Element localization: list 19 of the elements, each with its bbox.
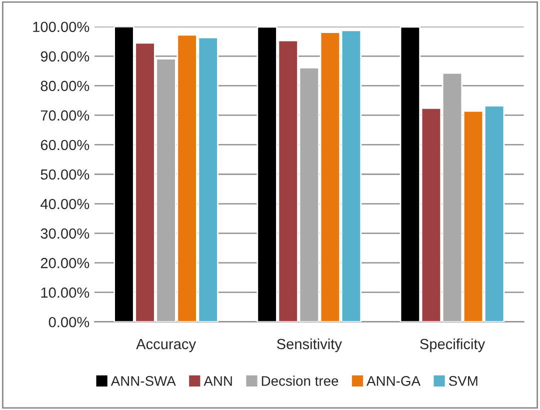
y-tick-label: 70.00% bbox=[40, 110, 90, 121]
legend-label: Decsion tree bbox=[262, 376, 338, 386]
x-tick-label: Accuracy bbox=[136, 339, 196, 352]
x-tick-label: Sensitivity bbox=[276, 338, 342, 352]
x-tick-label: Specificity bbox=[420, 338, 486, 352]
y-tick-label: 100.00% bbox=[33, 22, 90, 32]
y-tick-label: 80.00% bbox=[40, 80, 90, 92]
legend-label: SVM bbox=[448, 376, 478, 386]
y-tick-label: 50.00% bbox=[40, 169, 90, 180]
y-tick-label: 60.00% bbox=[40, 140, 90, 150]
y-tick-label: 10.00% bbox=[41, 287, 90, 298]
y-tick-label: 90.00% bbox=[40, 51, 90, 62]
y-tick-label: 0.00% bbox=[48, 316, 90, 328]
legend-label: ANN-SWA bbox=[110, 376, 176, 386]
legend-label: ANN bbox=[204, 376, 232, 386]
y-tick-label: 30.00% bbox=[40, 228, 90, 239]
y-tick-label: 20.00% bbox=[40, 258, 90, 268]
legend-label: ANN-GA bbox=[366, 376, 421, 386]
y-tick-label: 40.00% bbox=[40, 198, 90, 210]
